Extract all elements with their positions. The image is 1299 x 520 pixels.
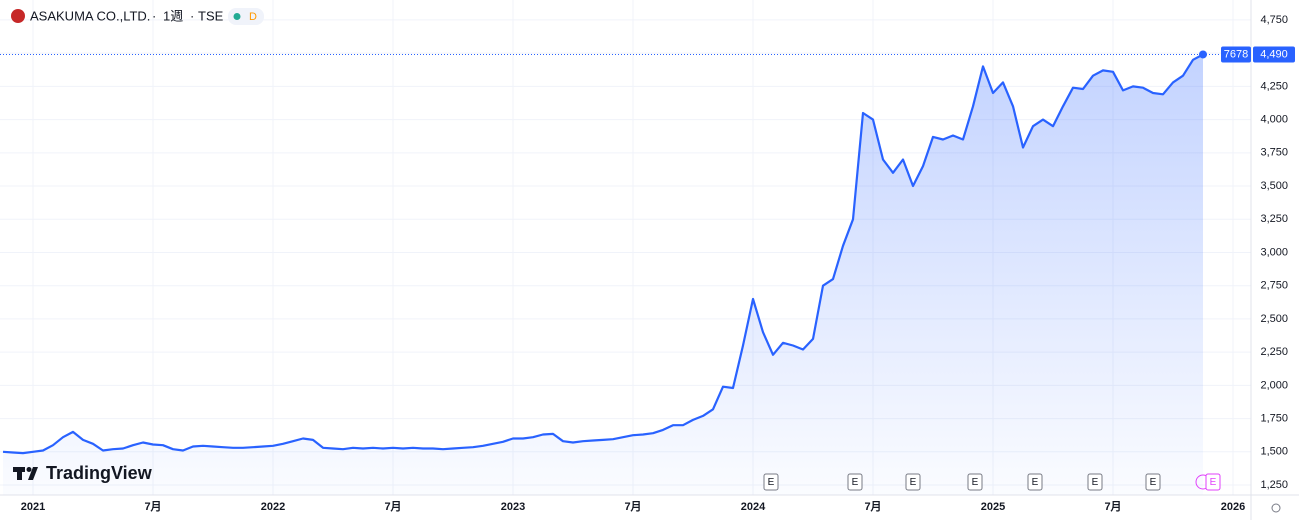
- y-tick-label: 4,750: [1260, 14, 1288, 26]
- price-line: [2, 53, 1204, 455]
- event-label: E: [972, 477, 979, 488]
- y-tick-label: 1,750: [1260, 412, 1288, 424]
- brand-name: TradingView: [46, 463, 153, 483]
- separator: ·: [190, 8, 194, 23]
- event-label: E: [1150, 477, 1157, 488]
- event-marker[interactable]: [1087, 473, 1103, 491]
- brand-logo: [13, 467, 38, 480]
- event-marker[interactable]: [1027, 473, 1043, 491]
- y-tick-label: 3,500: [1260, 180, 1288, 192]
- x-tick-label: 7月: [144, 500, 161, 513]
- symbol-name: ASAKUMA CO.,LTD.: [30, 8, 150, 23]
- symbol-logo: [11, 9, 25, 23]
- separator: ·: [152, 8, 156, 23]
- event-marker[interactable]: [763, 473, 779, 491]
- y-tick-label: 2,750: [1260, 280, 1288, 292]
- event-label: E: [1210, 477, 1217, 488]
- y-tick-label: 4,250: [1260, 80, 1288, 92]
- market-status: [233, 13, 241, 20]
- x-tick-label: 7月: [1104, 500, 1121, 513]
- plot: [0, 50, 1251, 495]
- y-tick-label: 4,000: [1260, 114, 1288, 126]
- interval: 1週: [163, 8, 183, 23]
- area-fill: [3, 54, 1203, 495]
- event-marker[interactable]: [1205, 473, 1221, 491]
- x-tick-label: 2021: [21, 501, 45, 513]
- event-label: E: [768, 477, 775, 488]
- exchange: TSE: [198, 8, 224, 23]
- x-tick-label: 2026: [1221, 501, 1245, 513]
- last-price-label: 4,490: [1260, 48, 1288, 60]
- x-tick-label: 7月: [384, 500, 401, 513]
- y-tick-label: 2,500: [1260, 313, 1288, 325]
- last-price-box: [1253, 46, 1295, 63]
- x-tick-label: 2025: [981, 501, 1005, 513]
- y-tick-label: 1,500: [1260, 446, 1288, 458]
- x-tick-label: 2024: [741, 501, 766, 513]
- event-marker[interactable]: [1145, 473, 1161, 491]
- event-label: E: [852, 477, 859, 488]
- delay-badge: D: [249, 11, 257, 23]
- symbol-code: 7678: [1224, 48, 1248, 60]
- last-point: [1199, 50, 1207, 59]
- x-tick-label: 7月: [624, 500, 641, 513]
- status-pill[interactable]: [228, 8, 264, 25]
- event-label: E: [1032, 477, 1039, 488]
- y-tick-label: 2,250: [1260, 346, 1288, 358]
- y-tick-label: 3,750: [1260, 147, 1288, 159]
- y-tick-label: 3,250: [1260, 213, 1288, 225]
- x-tick-label: 2023: [501, 501, 525, 513]
- x-tick-label: 2022: [261, 501, 285, 513]
- settings-icon[interactable]: [1271, 503, 1281, 513]
- x-tick-label: 7月: [864, 500, 881, 513]
- y-tick-label: 2,000: [1260, 379, 1288, 391]
- event-label: E: [1092, 477, 1099, 488]
- event-label: E: [910, 477, 917, 488]
- symbol-code-box: [1221, 46, 1251, 63]
- y-tick-label: 3,000: [1260, 246, 1288, 258]
- y-tick-label: 1,250: [1260, 479, 1288, 491]
- event-marker[interactable]: [905, 473, 921, 491]
- event-marker[interactable]: [967, 473, 983, 491]
- axes: 1,250 1,500 1,750 2,000 2,250 2,500 2,750 3,000…: [21, 14, 1295, 513]
- event-marker[interactable]: [847, 473, 863, 491]
